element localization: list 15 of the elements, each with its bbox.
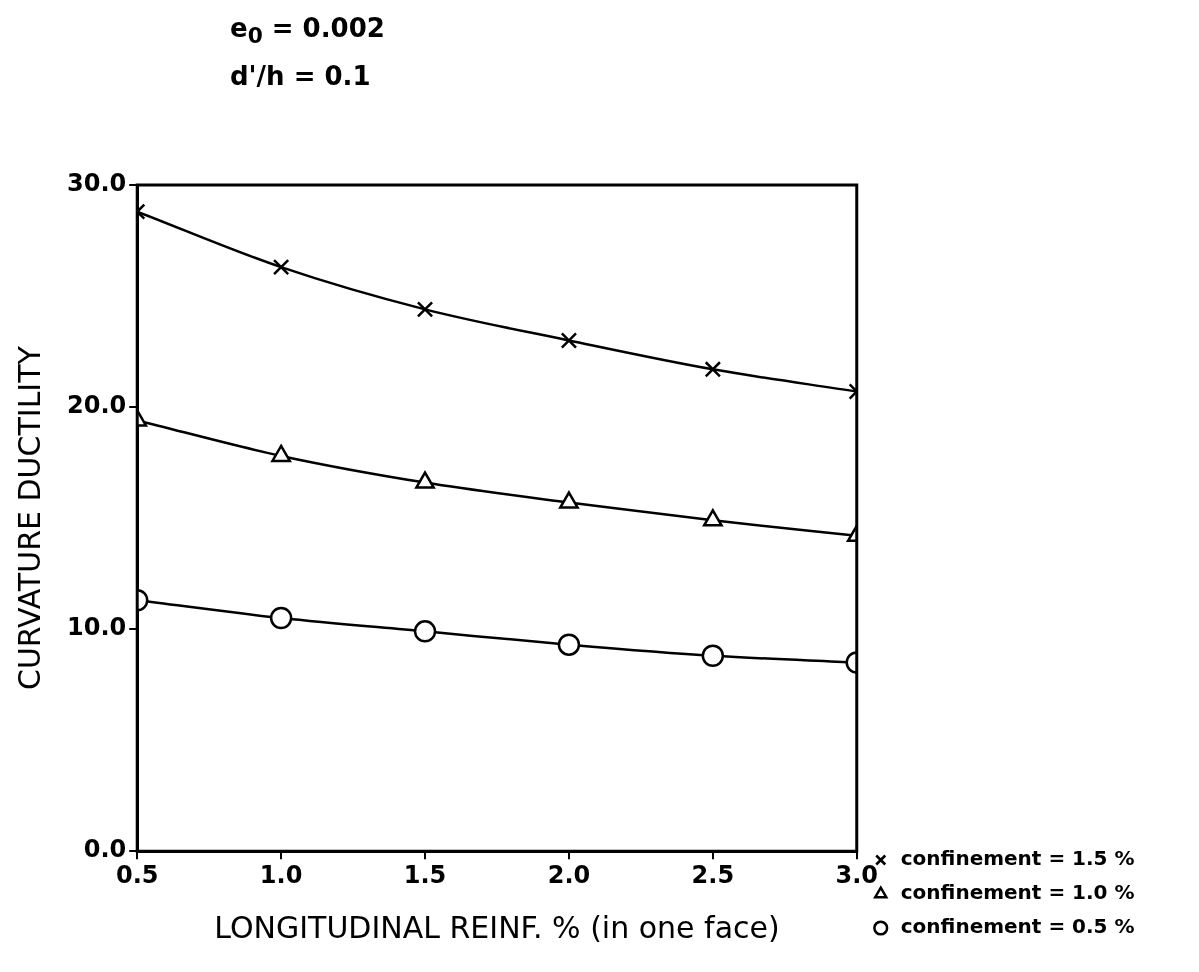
text: d'/h = 0.1: [230, 60, 372, 94]
legend-label: confinement = 0.5 %: [900, 914, 1135, 939]
x-tick-label: 2.0: [547, 860, 591, 889]
legend-label: confinement = 1.0 %: [900, 880, 1135, 905]
x-tick-label: 1.0: [259, 860, 303, 889]
x-axis-title: LONGITUDINAL REINF. % (in one face): [214, 909, 780, 945]
legend-label: confinement = 1.5 %: [900, 846, 1135, 871]
y-axis-title: CURVATURE DUCTILITY: [11, 345, 47, 691]
x-tick-label: 2.5: [691, 860, 735, 889]
text: e$_{0}$ = 0.002: [230, 12, 385, 51]
x-tick-label: 3.0: [835, 860, 879, 889]
y-tick-label: 10.0: [67, 613, 127, 642]
y-tick-label: 30.0: [67, 169, 127, 198]
x-tick-label: 1.5: [403, 860, 447, 889]
y-tick-label: 20.0: [67, 391, 127, 420]
